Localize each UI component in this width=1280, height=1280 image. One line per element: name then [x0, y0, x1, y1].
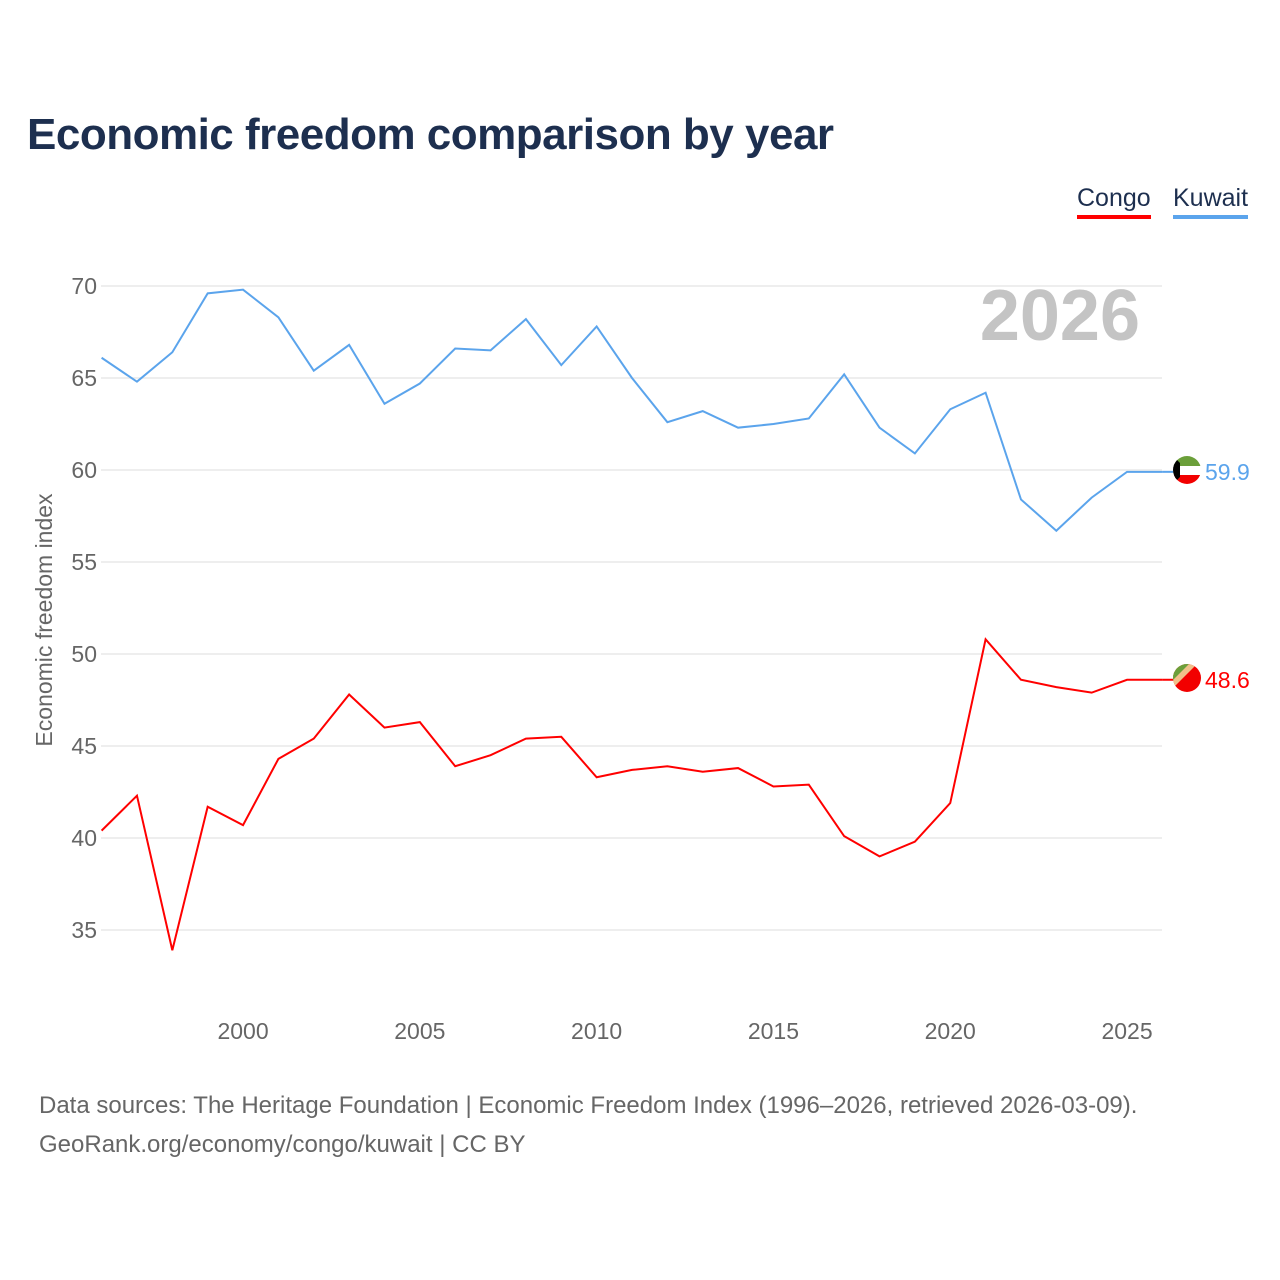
- y-tick-label: 50: [71, 641, 97, 667]
- x-tick-label: 2015: [748, 1018, 799, 1044]
- source-url-text[interactable]: GeoRank.org/economy/congo/kuwait | CC BY: [39, 1131, 526, 1158]
- end-value-label-congo: 48.6: [1205, 667, 1250, 693]
- y-tick-label: 45: [71, 733, 97, 759]
- x-tick-label: 2025: [1101, 1018, 1152, 1044]
- y-axis-label: Economic freedom index: [31, 493, 57, 747]
- year-watermark: 2026: [980, 276, 1140, 356]
- x-tick-label: 2005: [394, 1018, 445, 1044]
- x-tick-label: 2010: [571, 1018, 622, 1044]
- x-tick-label: 2000: [217, 1018, 268, 1044]
- chart-title: Economic freedom comparison by year: [27, 110, 834, 159]
- legend-item-congo[interactable]: Congo: [1077, 184, 1151, 219]
- congo-flag-icon: [1173, 664, 1201, 692]
- kuwait-flag-icon: [1173, 456, 1201, 484]
- y-tick-label: 40: [71, 825, 97, 851]
- end-value-label-kuwait: 59.9: [1205, 459, 1250, 485]
- series-line-congo: [100, 637, 1163, 951]
- series-line-kuwait: [101, 288, 1163, 533]
- y-tick-label: 55: [71, 549, 97, 575]
- y-tick-label: 35: [71, 917, 97, 943]
- footer: Data sources: The Heritage Foundation | …: [39, 1086, 1137, 1164]
- y-tick-label: 70: [71, 273, 97, 299]
- x-tick-label: 2020: [925, 1018, 976, 1044]
- legend-item-kuwait[interactable]: Kuwait: [1173, 184, 1249, 219]
- y-tick-label: 60: [71, 457, 97, 483]
- y-tick-label: 65: [71, 365, 97, 391]
- data-source-text: Data sources: The Heritage Foundation | …: [39, 1092, 1138, 1119]
